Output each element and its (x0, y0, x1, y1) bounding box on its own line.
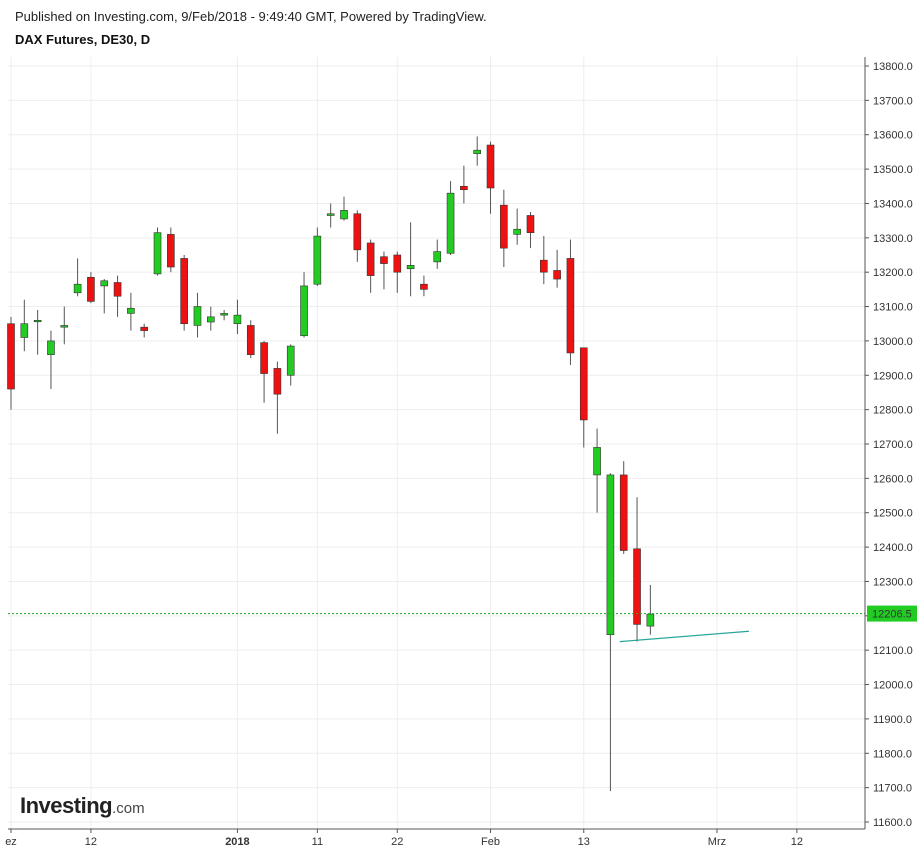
y-tick-label: 13400.0 (873, 198, 913, 210)
candle-down (87, 277, 95, 302)
candle-down (366, 242, 375, 276)
candle-up (473, 149, 482, 154)
candle-up (207, 316, 215, 323)
candle-down (140, 326, 148, 331)
candle-down (420, 283, 428, 290)
candle-down (353, 213, 362, 251)
candle-down (380, 256, 388, 264)
y-tick-label: 13100.0 (873, 302, 913, 314)
trend-line (619, 630, 749, 643)
candle-down (113, 282, 122, 297)
candle-up (20, 323, 29, 338)
investing-logo: Investing.com (20, 793, 145, 819)
candle-up (646, 613, 655, 627)
candle-up (220, 313, 228, 316)
y-tick-label: 12800.0 (873, 405, 913, 417)
y-tick-label: 12600.0 (873, 473, 913, 485)
y-tick-label: 12500.0 (873, 508, 913, 520)
y-tick-label: 13800.0 (873, 61, 913, 73)
candle-down (633, 548, 641, 625)
x-tick-label: Feb (481, 836, 500, 848)
candle-down (393, 254, 402, 273)
candle-up (286, 345, 295, 376)
current-price-badge (867, 605, 917, 622)
candle-down (167, 234, 175, 268)
candle-up (233, 314, 242, 325)
y-tick-label: 12300.0 (873, 576, 913, 588)
y-tick-label: 13200.0 (873, 267, 913, 279)
candle-up (127, 307, 135, 314)
published-caption: Published on Investing.com, 9/Feb/2018 -… (15, 9, 487, 24)
candle-up (513, 228, 521, 235)
logo-suffix: .com (112, 800, 145, 817)
logo-text: Investing (20, 793, 113, 818)
y-tick-label: 11600.0 (873, 817, 912, 829)
y-tick-label: 12900.0 (873, 370, 913, 382)
x-tick-label: 13 (578, 836, 590, 848)
candle-up (300, 285, 308, 337)
y-tick-label: 12400.0 (873, 542, 913, 554)
overlays (8, 613, 865, 643)
y-tick-label: 11800.0 (873, 748, 912, 760)
grid (8, 57, 865, 829)
candle-up (153, 232, 162, 275)
x-tick-label: 12 (791, 836, 803, 848)
candle-up (60, 325, 69, 328)
candle-up (406, 265, 415, 270)
candle-down (7, 323, 15, 390)
candle-down (539, 259, 548, 273)
candle-down (526, 215, 535, 233)
candle-up (340, 210, 348, 220)
candle-up (433, 251, 442, 263)
candle-down (500, 204, 508, 249)
x-tick-label: Mrz (708, 836, 726, 848)
candle-up (73, 283, 82, 294)
chart-title: DAX Futures, DE30, D (15, 32, 151, 47)
candle-up (100, 280, 109, 287)
y-tick-label: 13700.0 (873, 95, 913, 107)
candle-up (193, 306, 202, 326)
y-tick-label: 13300.0 (873, 233, 913, 245)
x-tick-label: 12 (85, 836, 97, 848)
x-tick-label: 11 (312, 836, 323, 848)
candle-down (619, 474, 628, 551)
x-tick-label: 2018 (225, 836, 249, 848)
candle-up (326, 213, 335, 216)
y-tick-label: 12700.0 (873, 439, 913, 451)
y-tick-label: 13500.0 (873, 164, 913, 176)
candle-down (460, 185, 468, 191)
y-tick-label: 12100.0 (873, 645, 913, 657)
candle-up (593, 447, 601, 476)
candle-up (606, 474, 615, 636)
y-tick-label: 13600.0 (873, 130, 913, 142)
candle-down (553, 270, 561, 280)
axes: 13800.0 13700.0 13600.0 13500.0 13400.0 13300… (5, 57, 917, 848)
y-tick-label: 11900.0 (873, 714, 912, 726)
candle-down (486, 144, 495, 189)
x-tick-label: 22 (391, 836, 403, 848)
candles (7, 136, 655, 792)
candle-up (47, 340, 55, 355)
candle-up (33, 319, 42, 323)
candle-down (579, 347, 588, 421)
y-tick-label: 11700.0 (873, 783, 912, 795)
y-tick-label: 13000.0 (873, 336, 913, 348)
candle-up (313, 235, 322, 285)
candle-down (273, 368, 282, 395)
y-tick-label: 12000.0 (873, 680, 913, 692)
candle-down (260, 342, 268, 374)
candle-down (180, 258, 188, 325)
candle-down (246, 325, 255, 355)
current-price-label: 12206.5 (872, 609, 912, 621)
candle-down (566, 258, 575, 354)
x-tick-label: ez (5, 836, 17, 848)
candle-up (446, 192, 455, 254)
